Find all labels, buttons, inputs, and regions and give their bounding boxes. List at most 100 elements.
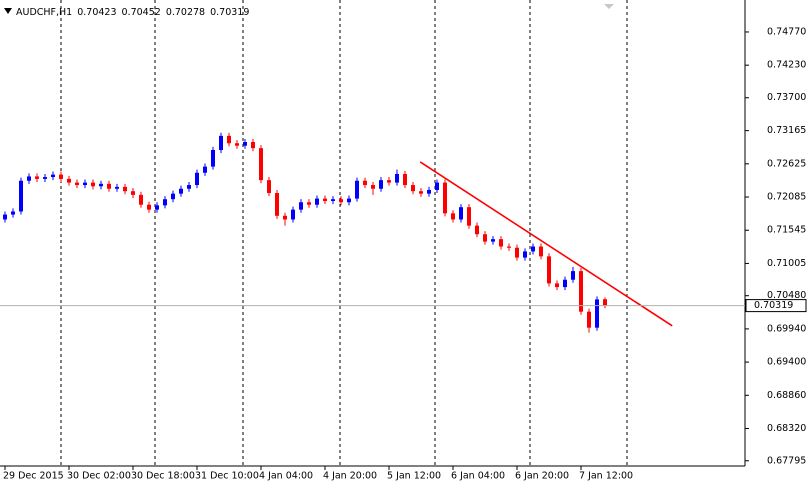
y-tick-label: 0.68320: [767, 423, 806, 434]
candle-body: [371, 185, 375, 189]
y-tick-label: 0.72625: [767, 158, 806, 169]
candle-body: [251, 142, 255, 149]
candle-body: [283, 215, 287, 220]
candle-body: [491, 239, 495, 242]
candle-body: [395, 173, 399, 183]
candle-body: [355, 180, 359, 199]
header-low: 0.70278: [166, 7, 205, 18]
candle-body: [291, 209, 295, 220]
candle-body: [235, 143, 239, 146]
candle-body: [171, 193, 175, 200]
y-tick-label: 0.69940: [767, 323, 806, 334]
candle-body: [155, 205, 159, 210]
candle-body: [483, 234, 487, 242]
header-close: 0.70319: [210, 7, 249, 18]
candle-body: [59, 174, 63, 179]
candle-body: [307, 202, 311, 205]
candle-body: [35, 176, 39, 179]
candle-body: [515, 247, 519, 258]
header-high: 0.70452: [122, 7, 161, 18]
candle-body: [75, 182, 79, 186]
candle-body: [3, 214, 7, 220]
candle-body: [499, 239, 503, 247]
candle-body: [195, 172, 199, 186]
candle-body: [467, 207, 471, 226]
y-tick-label: 0.71005: [767, 258, 806, 269]
y-tick-label: 0.70480: [767, 290, 806, 301]
candle-body: [299, 202, 303, 210]
x-tick-label: 30 Dec 02:00: [67, 471, 131, 482]
candle-body: [339, 199, 343, 203]
candle-body: [443, 182, 447, 214]
y-tick-label: 0.73700: [767, 92, 806, 103]
candle-body: [595, 299, 599, 328]
candle-body: [11, 211, 15, 215]
x-tick-label: 6 Jan 04:00: [451, 471, 505, 482]
candle-body: [19, 180, 23, 212]
candle-body: [427, 189, 431, 194]
y-tick-label: 0.71545: [767, 225, 806, 236]
candle-body: [331, 199, 335, 202]
candle-body: [51, 174, 55, 178]
candle-body: [91, 182, 95, 187]
candle-body: [403, 173, 407, 186]
trendline: [419, 161, 673, 327]
y-tick-label: 0.73165: [767, 125, 806, 136]
candle-body: [579, 271, 583, 312]
y-tick-label: 0.72085: [767, 192, 806, 203]
candle-body: [43, 177, 47, 179]
candle-body: [123, 186, 127, 192]
y-tick-label: 0.74770: [767, 26, 806, 37]
y-tick-label: 0.67795: [767, 455, 806, 466]
y-tick-label: 0.68860: [767, 390, 806, 401]
candle-body: [187, 185, 191, 189]
candle-body: [99, 183, 103, 187]
candle-body: [219, 135, 223, 151]
menu-arrow[interactable]: [4, 8, 12, 14]
candle-body: [115, 186, 119, 189]
candle-body: [259, 148, 263, 181]
x-tick-label: 7 Jan 12:00: [579, 471, 633, 482]
candle-body: [379, 180, 383, 189]
candle-body: [363, 180, 367, 186]
candle-body: [451, 213, 455, 220]
candle-body: [83, 182, 87, 186]
candle-body: [67, 178, 71, 183]
candle-body: [203, 166, 207, 173]
candle-body: [523, 251, 527, 258]
candle-body: [163, 199, 167, 206]
x-tick-label: 30 Dec 18:00: [131, 471, 195, 482]
candle-body: [131, 191, 135, 195]
candle-body: [435, 182, 439, 190]
candle-body: [555, 283, 559, 288]
candle-body: [587, 311, 591, 328]
candle-body: [139, 194, 143, 205]
header-open: 0.70423: [77, 7, 116, 18]
candle-body: [179, 188, 183, 194]
candle-body: [459, 207, 463, 220]
candle-body: [547, 256, 551, 284]
candle-body: [147, 204, 151, 210]
candle-body: [571, 271, 575, 280]
x-tick-label: 4 Jan 20:00: [323, 471, 377, 482]
candle-body: [27, 176, 31, 181]
candle-body: [243, 142, 247, 146]
x-tick-label: 4 Jan 04:00: [259, 471, 313, 482]
shift-marker[interactable]: [604, 4, 614, 9]
candle-body: [603, 299, 607, 306]
candle-body: [411, 185, 415, 192]
candle-body: [563, 279, 567, 288]
x-tick-label: 5 Jan 12:00: [387, 471, 441, 482]
x-tick-label: 29 Dec 2015: [3, 471, 64, 482]
chart-header: AUDCHF,H1 0.70423 0.70452 0.70278 0.70319: [16, 7, 249, 18]
candle-body: [211, 150, 215, 167]
candle-body: [267, 180, 271, 194]
candle-body: [419, 191, 423, 194]
candle-body: [347, 198, 351, 203]
candle-body: [475, 225, 479, 235]
y-tick-label: 0.69400: [767, 357, 806, 368]
candle-body: [227, 135, 231, 144]
y-tick-label: 0.74230: [767, 60, 806, 71]
